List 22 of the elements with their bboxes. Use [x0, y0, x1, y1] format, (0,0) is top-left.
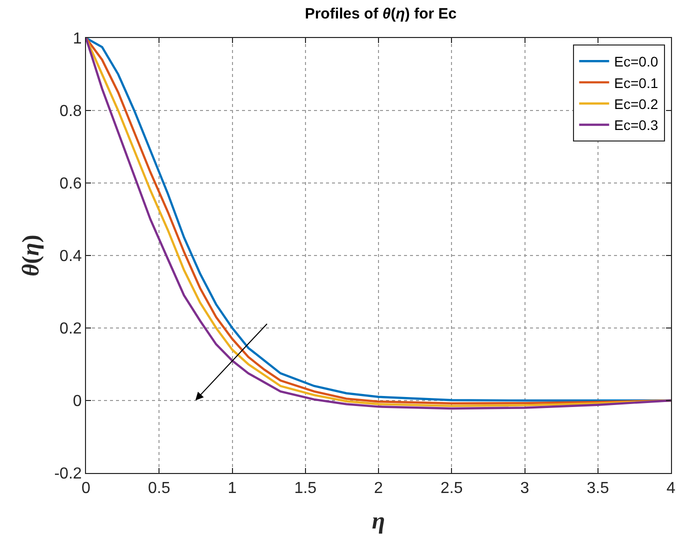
x-tick-label: 1 [228, 480, 237, 498]
x-tick-label: 4 [666, 480, 676, 498]
x-tick-label: 3 [520, 480, 530, 498]
legend-label: Ec=0.3 [614, 117, 658, 134]
x-tick-label: 3.5 [586, 480, 610, 498]
y-tick-label: 1 [72, 30, 82, 48]
x-axis-title: η [372, 508, 386, 534]
legend-label: Ec=0.0 [614, 54, 658, 70]
y-tick-label: 0.6 [60, 176, 82, 193]
x-tick-label: 1.5 [294, 480, 317, 498]
y-tick-label: 0.2 [60, 320, 82, 338]
y-tick-label: 0.8 [60, 103, 82, 120]
y-tick-label: 0 [72, 393, 82, 410]
chart-title: Profiles of θ(η) for Ec [304, 6, 457, 23]
x-tick-label: 2.5 [440, 480, 463, 498]
legend-label: Ec=0.2 [614, 96, 658, 112]
legend-label: Ec=0.1 [614, 74, 658, 91]
y-tick-label: 0.4 [60, 248, 82, 266]
y-axis-title: θ(η) [18, 234, 44, 276]
x-tick-label: 2 [374, 480, 384, 498]
x-tick-label: 0.5 [148, 480, 170, 498]
y-tick-label: -0.2 [54, 466, 82, 483]
